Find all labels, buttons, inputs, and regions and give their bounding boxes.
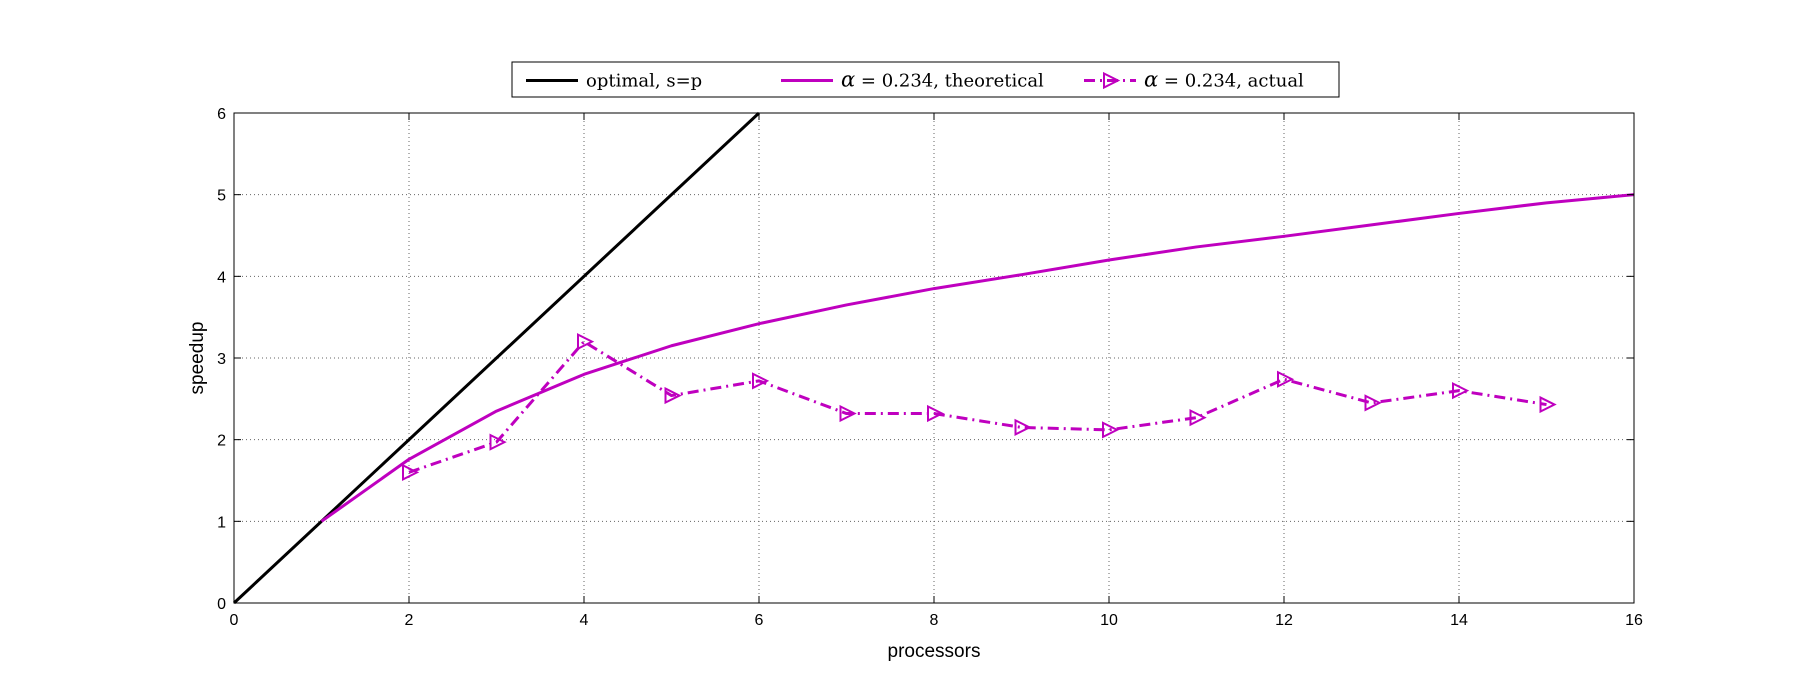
x-tick-label: 10: [1100, 612, 1118, 629]
legend-label-text: = 0.234, theoretical: [855, 71, 1044, 92]
legend-box: [511, 61, 1340, 98]
grid: [234, 113, 1634, 603]
series-2-line: [320, 193, 1635, 523]
y-tick-label: 5: [217, 188, 226, 205]
x-tick-label: 12: [1275, 612, 1293, 629]
series-3-point: [1014, 418, 1032, 437]
legend-marker: [1103, 71, 1121, 90]
legend-label: optimal, s=p: [586, 71, 702, 92]
x-tick-label: 8: [930, 612, 939, 629]
x-axis-label: processors: [888, 641, 981, 662]
x-tick-label: 0: [230, 612, 239, 629]
series-3-point: [1452, 382, 1470, 400]
legend-label-symbol: α: [841, 68, 855, 92]
series-3-point: [1102, 421, 1120, 439]
legend-label: α = 0.234, theoretical: [841, 68, 1044, 92]
y-tick-label: 0: [217, 596, 226, 613]
legend-label-symbol: α: [1144, 68, 1158, 92]
y-axis-label: speedup: [187, 322, 208, 395]
series-layer: [232, 111, 1635, 605]
legend: optimal, s=p α = 0.234, theoretical α = 0.…: [511, 61, 1340, 98]
x-tick-label: 2: [405, 612, 414, 629]
series-3-point: [402, 463, 420, 481]
series-3-point: [927, 404, 945, 423]
y-tick-label: 4: [217, 269, 226, 286]
series-3-point: [1189, 408, 1207, 427]
series-3-point: [664, 386, 682, 405]
x-tick-label: 4: [580, 612, 589, 629]
legend-label-text: = 0.234, actual: [1158, 71, 1304, 92]
series-3-point: [1539, 395, 1557, 414]
x-tick-label: 6: [755, 612, 764, 629]
series-3-point: [489, 433, 507, 451]
x-tick-label: 16: [1625, 612, 1643, 629]
series-3-point: [1364, 394, 1382, 412]
series-3-point: [839, 404, 857, 423]
y-tick-label: 2: [217, 433, 226, 450]
x-tick-label: 14: [1450, 612, 1468, 629]
y-tick-label: 3: [217, 351, 226, 368]
y-tick-label: 6: [217, 106, 226, 123]
series-3-point: [577, 333, 595, 351]
y-tick-label: 1: [217, 514, 226, 531]
series-3-point: [752, 372, 770, 390]
series-3-point: [1277, 370, 1295, 388]
legend-label-text: optimal, s=p: [586, 71, 702, 92]
legend-label: α = 0.234, actual: [1144, 68, 1304, 92]
